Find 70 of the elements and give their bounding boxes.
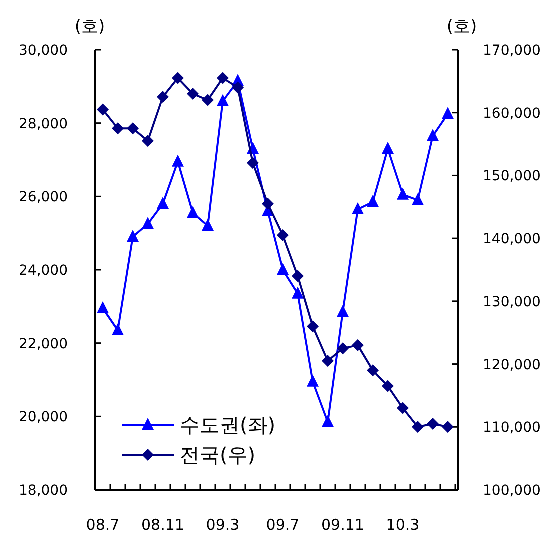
y-tick-label: 22,000: [19, 336, 68, 352]
point: [187, 88, 199, 100]
point: [202, 219, 214, 231]
point: [307, 374, 319, 387]
point: [142, 135, 154, 148]
y2-tick-label: 130,000: [483, 294, 541, 310]
y2-tick-label: 170,000: [483, 43, 541, 59]
point: [112, 122, 124, 135]
y2-tick-label: 100,000: [483, 483, 541, 499]
point: [367, 364, 379, 377]
y2-tick-label: 140,000: [483, 232, 541, 248]
y-axis-title: (호): [74, 17, 106, 37]
y2-tick-label: 150,000: [483, 168, 541, 185]
y2-tick-label: 110,000: [483, 420, 541, 436]
point: [352, 339, 364, 352]
point: [307, 320, 319, 333]
point: [292, 286, 304, 299]
x-tick-label: 08.7: [86, 516, 120, 534]
point: [427, 129, 439, 142]
x-tick-label: 09.7: [266, 516, 300, 534]
point: [172, 154, 184, 167]
point: [277, 263, 289, 275]
point: [217, 94, 229, 106]
point: [397, 188, 409, 200]
y2-axis-title: (호): [446, 17, 478, 37]
point: [442, 421, 454, 434]
point: [262, 198, 274, 210]
point: [337, 342, 349, 355]
x-tick-label: 08.11: [142, 516, 184, 534]
point: [157, 91, 169, 104]
x-tick-label: 09.11: [322, 516, 364, 534]
point: [322, 415, 334, 428]
x-tick-label: 09.3: [206, 516, 240, 534]
y-tick-label: 30,000: [19, 43, 68, 59]
point: [127, 230, 139, 242]
point: [382, 380, 394, 392]
point: [127, 122, 139, 135]
point: [187, 206, 199, 218]
point: [232, 82, 244, 94]
point: [397, 402, 409, 414]
point: [427, 418, 439, 430]
legend-label: 전국(우): [180, 443, 256, 467]
point: [112, 324, 124, 336]
point: [202, 94, 214, 106]
y2-tick-label: 120,000: [483, 357, 541, 374]
point: [292, 270, 304, 282]
point: [412, 421, 424, 434]
point: [412, 193, 424, 206]
point: [217, 72, 229, 84]
point: [97, 302, 109, 314]
point: [352, 202, 364, 214]
point: [157, 197, 169, 209]
point: [142, 217, 154, 230]
point: [442, 107, 454, 120]
y-tick-label: 20,000: [19, 410, 68, 426]
point: [277, 229, 289, 242]
point: [322, 355, 334, 368]
point: [172, 72, 184, 84]
y-tick-label: 28,000: [19, 116, 68, 132]
y-tick-label: 18,000: [19, 483, 68, 499]
point: [382, 142, 394, 154]
point: [97, 104, 109, 116]
legend-label: 수도권(좌): [180, 413, 276, 437]
point: [337, 305, 349, 318]
x-tick-label: 10.3: [386, 516, 420, 534]
point: [247, 157, 259, 170]
point: [367, 195, 379, 208]
y2-tick-label: 160,000: [483, 106, 541, 122]
y-tick-label: 24,000: [19, 263, 68, 279]
y-tick-label: 26,000: [19, 190, 68, 206]
